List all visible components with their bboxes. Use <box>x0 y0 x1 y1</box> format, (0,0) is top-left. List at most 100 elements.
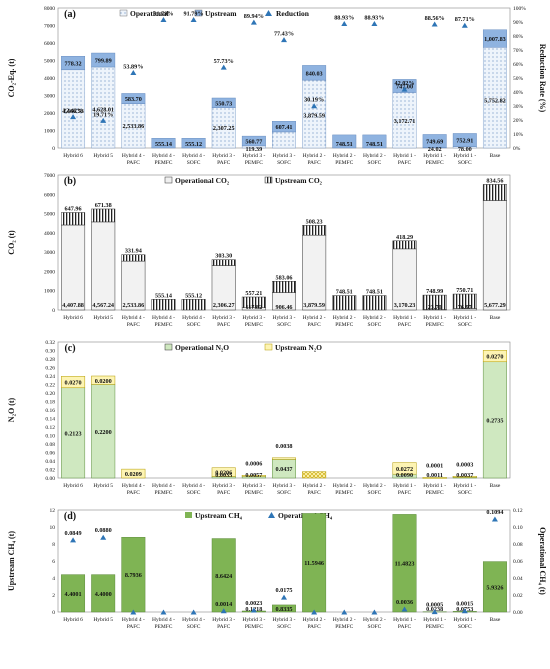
upstream-bar <box>211 259 236 266</box>
y-tick-label: 0.26 <box>45 366 55 372</box>
reduction-value-label: 91.79% <box>184 10 204 17</box>
legend-label: Operational CO₂ <box>175 176 230 185</box>
y-tick-label: 12 <box>50 508 56 514</box>
upstream-bar <box>392 462 417 475</box>
operational-value-label: 0.0437 <box>275 466 292 473</box>
x-tick-label: SOFC <box>368 490 382 496</box>
x-tick-label: Hybrid 3 - <box>212 483 235 489</box>
y2-tick-label: 0% <box>513 146 521 152</box>
legend-swatch <box>264 343 273 351</box>
reduction-marker <box>431 21 438 27</box>
y2-tick-label: 90% <box>513 20 524 26</box>
legend-swatch <box>185 512 192 518</box>
y-tick-label: 4000 <box>44 76 55 82</box>
y-tick-label: 2 <box>52 593 55 599</box>
reduction-marker <box>461 22 468 28</box>
x-tick-label: Hybrid 1 - <box>393 617 416 623</box>
legend-label: Upstream CO₂ <box>275 176 323 185</box>
upstream-bar <box>241 135 266 147</box>
x-tick-label: Hybrid 5 <box>93 315 113 321</box>
upstream-value-label: 0.0001 <box>426 462 443 469</box>
upstream-bar <box>61 376 86 389</box>
legend-swatch <box>264 176 273 184</box>
x-tick-label: Hybrid 1 - <box>423 617 446 623</box>
y-tick-label: 0.18 <box>45 400 55 406</box>
upstream-value-label: 555.12 <box>185 141 202 148</box>
x-tick-label: Hybrid 4 - <box>122 483 145 489</box>
x-tick-label: Hybrid 6 <box>63 483 83 489</box>
x-tick-label: Hybrid 1 - <box>423 483 446 489</box>
y-tick-label: 6 <box>52 559 55 565</box>
upstream-bar <box>452 476 477 478</box>
x-tick-label: Hybrid 2 - <box>363 315 386 321</box>
x-tick-label: SOFC <box>368 160 382 166</box>
x-tick-label: Hybrid 2 - <box>363 483 386 489</box>
y-axis-label: N₂O (t) <box>7 397 16 422</box>
upstream-value-label: 750.71 <box>456 287 473 294</box>
upstream-bar <box>302 225 327 236</box>
upstream-bar <box>332 134 357 149</box>
upstream-value-label: 834.56 <box>486 177 503 184</box>
y2-tick-label: 10% <box>513 132 524 138</box>
operational-value-label: 0.0090 <box>396 472 413 479</box>
x-tick-label: Hybrid 5 <box>93 617 113 623</box>
upstream-value-label: 748.51 <box>336 289 353 296</box>
legend-swatch <box>194 9 203 17</box>
reduction-value-label: 42.02% <box>394 80 414 87</box>
reduction-value-label: 19.71% <box>93 111 113 118</box>
upstream-value-label: 557.21 <box>245 290 262 297</box>
x-tick-label: Hybrid 4 - <box>182 617 205 623</box>
x-tick-label: Hybrid 4 - <box>182 315 205 321</box>
operational-value-label: 0.0023 <box>245 600 262 607</box>
legend-label: Operational <box>130 9 169 18</box>
x-tick-label: PAFC <box>308 490 322 496</box>
reduction-value-label: 91.79% <box>153 10 173 17</box>
upstream-value-label: 607.41 <box>275 124 292 131</box>
x-tick-label: PAFC <box>217 322 231 328</box>
y-tick-label: 6000 <box>44 192 55 198</box>
upstream-bar <box>121 468 146 479</box>
upstream-bar <box>302 65 327 81</box>
upstream-bar <box>452 293 477 309</box>
upstream-value-label: 303.30 <box>215 253 232 260</box>
upstream-value-label: 0.0038 <box>275 443 292 450</box>
upstream-bar <box>151 299 176 311</box>
x-tick-label: Base <box>490 617 501 623</box>
y-tick-label: 7000 <box>44 173 55 179</box>
upstream-value-label: 418.29 <box>396 234 413 241</box>
upstream-bar <box>272 121 296 133</box>
upstream-value-label: 4.4000 <box>95 591 112 598</box>
reduction-marker <box>220 64 227 70</box>
x-tick-label: Base <box>490 153 501 159</box>
upstream-value-label: 0.0209 <box>125 471 142 478</box>
upstream-bar <box>422 294 447 310</box>
upstream-bar <box>181 299 206 311</box>
x-tick-label: Hybrid 3 - <box>212 315 235 321</box>
x-tick-label: Hybrid 3 - <box>273 153 296 159</box>
x-tick-label: Hybrid 4 - <box>122 617 145 623</box>
x-tick-label: Hybrid 2 - <box>333 315 356 321</box>
operational-value-label: 78.00 <box>458 146 472 153</box>
upstream-bar <box>91 574 116 613</box>
y2-tick-label: 0.06 <box>513 559 523 565</box>
upstream-bar <box>392 514 417 613</box>
upstream-value-label: 0.0006 <box>245 460 262 467</box>
upstream-bar <box>61 574 86 613</box>
y-tick-label: 0 <box>52 610 55 616</box>
y-tick-label: 1000 <box>44 289 55 295</box>
reduction-marker <box>341 20 348 26</box>
upstream-bar <box>61 212 86 226</box>
x-tick-label: Hybrid 4 - <box>152 315 175 321</box>
upstream-value-label: 0.0270 <box>65 380 82 387</box>
upstream-bar <box>91 52 116 68</box>
y2-tick-label: 60% <box>513 62 524 68</box>
y-tick-label: 5000 <box>44 212 55 218</box>
x-tick-label: Hybrid 4 - <box>152 483 175 489</box>
y2-tick-label: 0.08 <box>513 542 523 548</box>
x-tick-label: Hybrid 3 - <box>242 153 265 159</box>
operational-value-label: 2,533.86 <box>123 302 145 309</box>
legend-marker <box>268 512 275 518</box>
upstream-bar <box>302 471 327 479</box>
operational-value-label: 24.02 <box>428 146 442 153</box>
operational-value-label: 0.0005 <box>426 602 443 609</box>
